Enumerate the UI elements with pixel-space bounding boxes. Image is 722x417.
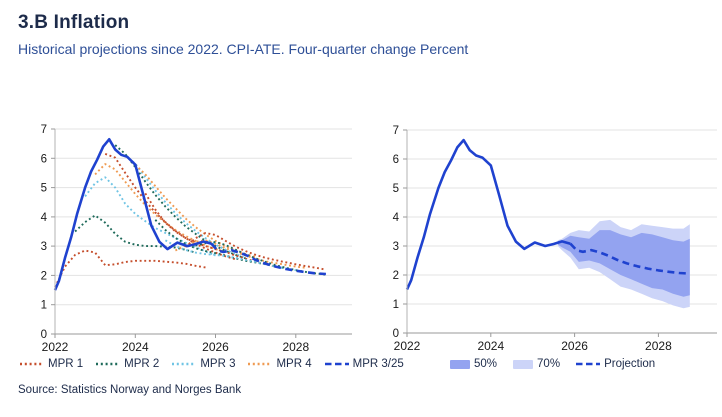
legend-label: 50%	[474, 358, 498, 370]
projection-line-marker-icon	[576, 362, 601, 366]
y-tick-label-1: 1	[393, 299, 399, 311]
legend-label: MPR 3	[200, 358, 236, 370]
x-tick-label-2026: 2026	[202, 340, 229, 354]
series-mpr-1-25	[184, 232, 327, 271]
x-tick-label-2022: 2022	[42, 340, 69, 354]
legend-label: MPR 1	[48, 358, 84, 370]
x-tick-label-2022: 2022	[394, 339, 421, 353]
y-tick-label-5: 5	[393, 183, 399, 195]
legend-item-projection: Projection	[576, 358, 655, 370]
mpr-3-line-marker-icon	[172, 362, 197, 366]
y-tick-label-2: 2	[393, 270, 399, 282]
series-mpr-1-22	[54, 249, 206, 288]
x-tick-label-2028: 2028	[645, 339, 672, 353]
legend-item-70: 70%	[513, 358, 560, 370]
legend-label: Projection	[604, 358, 656, 370]
y-tick-label-0: 0	[393, 328, 399, 340]
series-mpr-4-24	[174, 239, 306, 269]
y-tick-label-7: 7	[393, 125, 399, 137]
legend-label: MPR 3/25	[352, 358, 404, 370]
series-mpr-3-22	[84, 176, 216, 257]
legend-label: MPR 4	[276, 358, 312, 370]
series-mpr-1-24	[144, 192, 276, 268]
x-tick-label-2024: 2024	[122, 340, 149, 354]
series-mpr-2-22	[74, 214, 196, 254]
source-note: Source: Statistics Norway and Norges Ban…	[18, 384, 242, 396]
legend-item-mpr-1: MPR 1	[20, 358, 83, 370]
y-tick-label-4: 4	[41, 212, 48, 224]
y-tick-label-6: 6	[393, 154, 399, 166]
left-chart-historical-projections: 0 1 2 3 4 5 6 7 2022 2024 2026 2028	[41, 124, 352, 354]
x-tick-label-2026: 2026	[561, 339, 588, 353]
y-tick-label-4: 4	[393, 212, 400, 224]
y-tick-label-1: 1	[41, 300, 47, 312]
y-tick-label-0: 0	[41, 329, 47, 341]
series-mpr-3-24	[164, 239, 296, 272]
legend-item-mpr-3-25: MPR 3/25	[324, 358, 404, 370]
legend-item-50: 50%	[450, 358, 497, 370]
y-tick-label-3: 3	[393, 241, 399, 253]
left-chart-legend: MPR 1 MPR 2 MPR 3 MPR 4 MPR 3/25	[20, 358, 404, 370]
y-tick-label-2: 2	[41, 270, 47, 282]
legend-item-mpr-4: MPR 4	[248, 358, 312, 370]
series-mpr-4-22	[94, 163, 226, 253]
legend-label: 70%	[537, 358, 561, 370]
series-projection	[569, 242, 690, 275]
mpr-4-line-marker-icon	[248, 362, 273, 366]
figure-header: 3.B Inflation Historical projections sin…	[18, 12, 468, 57]
y-tick-label-7: 7	[41, 124, 47, 136]
legend-label: MPR 2	[124, 358, 160, 370]
right-chart-fan-projection: 0 1 2 3 4 5 6 7 2022 2024 2026 2028	[393, 125, 717, 353]
page-title: 3.B Inflation	[18, 12, 130, 33]
series-mpr-2-25	[195, 241, 327, 276]
legend-item-mpr-3: MPR 3	[172, 358, 235, 370]
x-tick-label-2028: 2028	[282, 340, 309, 354]
right-chart-legend: 50% 70% Projection	[450, 358, 655, 370]
x-tick-label-2024: 2024	[477, 339, 504, 353]
series-mpr-3-23	[124, 155, 246, 259]
y-tick-label-5: 5	[41, 183, 47, 195]
y-tick-label-6: 6	[41, 153, 47, 165]
series-cpi-ate-history	[405, 138, 571, 291]
legend-item-mpr-2: MPR 2	[96, 358, 159, 370]
series-mpr-3-25-history	[53, 138, 212, 291]
page-subtitle: Historical projections since 2022. CPI-A…	[18, 41, 469, 57]
70-band-swatch-icon	[513, 359, 534, 369]
mpr-2-line-marker-icon	[96, 362, 121, 366]
mpr-3-25-line-marker-icon	[324, 362, 349, 366]
y-tick-label-3: 3	[41, 241, 47, 253]
50-band-swatch-icon	[450, 359, 470, 369]
mpr-1-line-marker-icon	[20, 362, 44, 366]
series-mpr-3-25-projection	[210, 242, 326, 276]
